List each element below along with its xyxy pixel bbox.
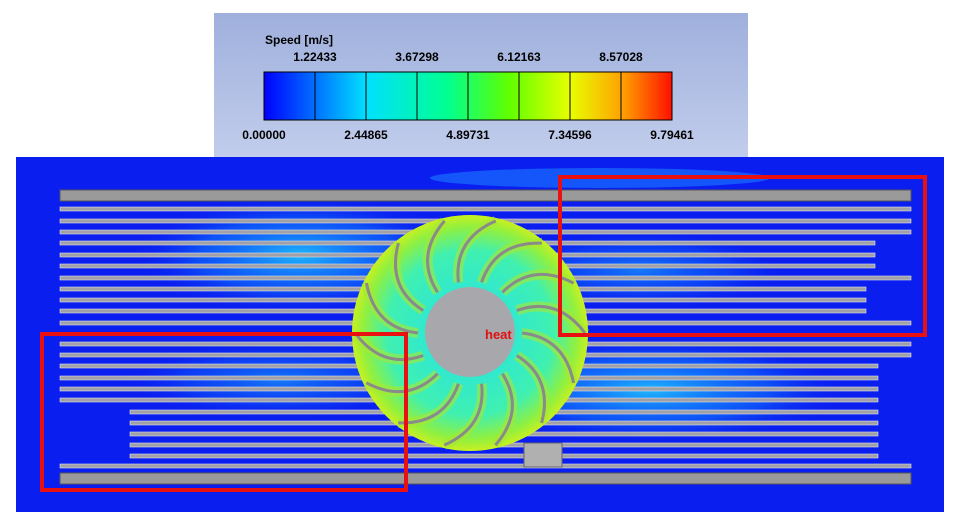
heatsink-base [60,190,911,201]
colorbar-tick-label: 9.79461 [650,128,694,142]
colorbar-tick-label: 2.44865 [344,128,388,142]
heatsink-base [60,473,911,484]
colorbar-tick-label: 1.22433 [293,50,337,64]
fin [130,454,878,458]
component [524,443,562,467]
field-label: heat [485,327,512,342]
fin [60,207,911,211]
colorbar-tick-label: 7.34596 [548,128,592,142]
colorbar-tick-label: 0.00000 [242,128,286,142]
colorbar-tick-label: 8.57028 [599,50,643,64]
colorbar-tick-label: 3.67298 [395,50,439,64]
legend-title: Speed [m/s] [265,33,333,47]
colorbar-tick-label: 4.89731 [446,128,490,142]
fin [60,464,911,468]
colorbar-tick-label: 6.12163 [497,50,541,64]
